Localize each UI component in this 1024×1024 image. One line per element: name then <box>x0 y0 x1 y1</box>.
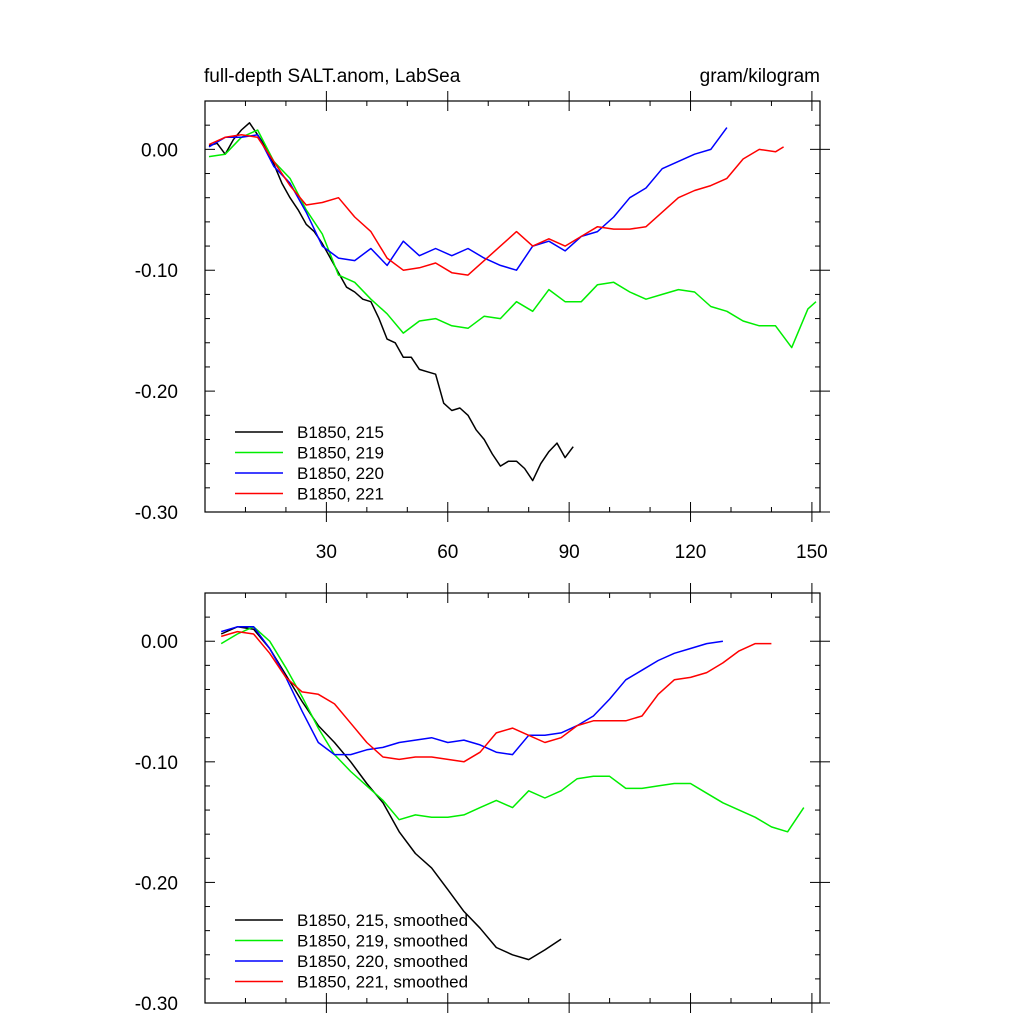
y-tick-label: 0.00 <box>141 632 178 653</box>
bottom-panel-smoothed: 0.00 -0.10 -0.20 -0.30 B1850, 215, smoothed B… <box>135 583 830 1015</box>
y-tick-label: -0.10 <box>135 753 178 774</box>
series-line-1 <box>220 626 562 961</box>
top-panel-raw: 30 60 90 120 150 0.00 -0.10 -0.20 -0.30 B1850, 21… <box>135 91 830 563</box>
series-line-1 <box>208 122 574 482</box>
x-tick-label: 60 <box>437 542 458 563</box>
chart-title-right: gram/kilogram <box>700 66 820 87</box>
plot-frame <box>204 100 821 513</box>
chart-title-left: full-depth SALT.anom, LabSea <box>204 66 461 87</box>
x-tick-label: 150 <box>796 542 828 563</box>
legend-label: B1850, 219 <box>297 444 384 463</box>
legend-label: B1850, 220 <box>297 464 384 483</box>
legend-label: B1850, 220, smoothed <box>297 952 468 971</box>
y-tick-label: 0.00 <box>141 140 178 161</box>
plot-frame <box>204 592 821 1004</box>
y-tick-label: -0.30 <box>135 994 178 1015</box>
y-tick-label: -0.20 <box>135 873 178 894</box>
x-tick-label: 120 <box>675 542 707 563</box>
series-line-4 <box>208 134 784 276</box>
series-line-4 <box>220 630 772 763</box>
y-tick-label: -0.30 <box>135 503 178 524</box>
y-tick-label: -0.10 <box>135 261 178 282</box>
series-line-3 <box>220 626 724 756</box>
legend-label: B1850, 219, smoothed <box>297 932 468 951</box>
legend-label: B1850, 215, smoothed <box>297 911 468 930</box>
series-line-2 <box>220 626 805 833</box>
x-tick-label: 90 <box>559 542 580 563</box>
x-tick-label: 30 <box>316 542 337 563</box>
y-tick-label: -0.20 <box>135 382 178 403</box>
legend-label: B1850, 221, smoothed <box>297 973 468 992</box>
series-line-3 <box>208 127 728 271</box>
legend-label: B1850, 215 <box>297 423 384 442</box>
legend-label: B1850, 221 <box>297 485 384 504</box>
series-line-2 <box>208 129 817 349</box>
